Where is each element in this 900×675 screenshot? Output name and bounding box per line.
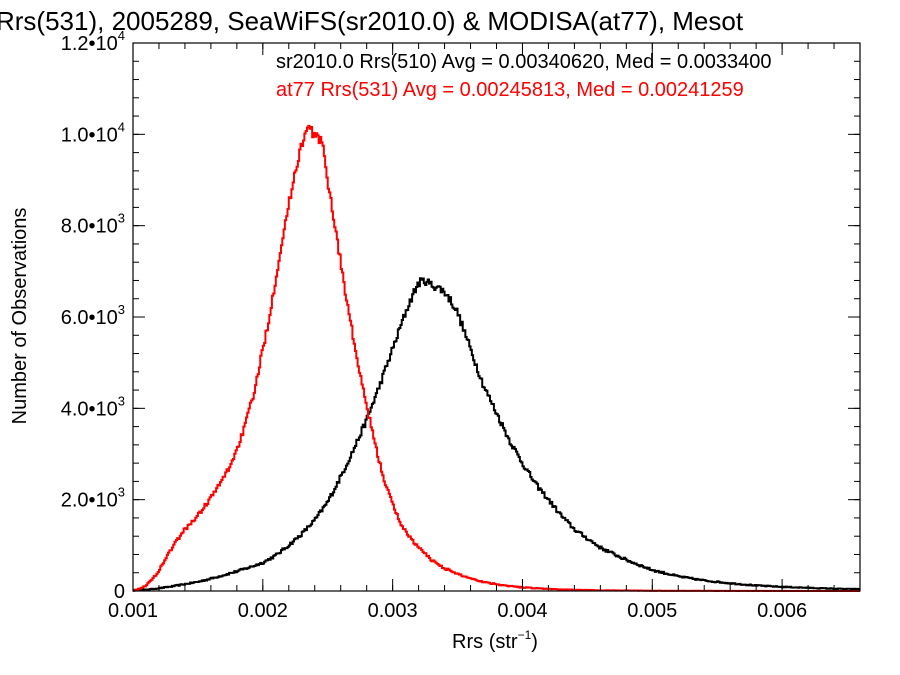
legend-entry-black: sr2010.0 Rrs(510) Avg = 0.00340620, Med …	[276, 51, 772, 73]
plot-area: 0.001 0.002 0.003 0.004 0.005 0.006 0 2.0•103 4.…	[61, 28, 861, 622]
axes-frame	[132, 42, 861, 592]
x-tick-label: 0.004	[497, 600, 547, 622]
x-tick-label: 0.002	[238, 600, 288, 622]
x-tick-label: 0.001	[108, 600, 158, 622]
x-tick-label: 0.003	[368, 600, 418, 622]
x-axis-label: Rrs (str−1)	[452, 628, 538, 653]
y-axis-label: Number of Observations	[9, 208, 31, 425]
series-line-0	[133, 277, 860, 592]
y-tick-label: 2.0•103	[61, 485, 125, 512]
x-tick-label: 0.005	[627, 600, 677, 622]
chart-title: Rrs(531), 2005289, SeaWiFS(sr2010.0) & M…	[0, 6, 744, 36]
x-tick-label: 0.006	[757, 600, 807, 622]
y-tick-label: 1.0•104	[61, 119, 125, 146]
y-tick-label: 8.0•103	[61, 211, 125, 238]
y-tick-label: 0	[114, 581, 125, 603]
series-line-1	[133, 124, 860, 592]
legend-entry-red: at77 Rrs(531) Avg = 0.00245813, Med = 0.…	[276, 79, 744, 101]
y-tick-label: 6.0•103	[61, 302, 125, 329]
y-tick-label: 4.0•103	[61, 393, 125, 420]
y-tick-label: 1.2•104	[61, 28, 125, 55]
